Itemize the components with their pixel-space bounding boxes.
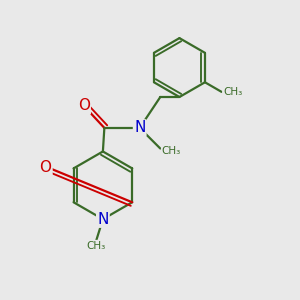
Text: CH₃: CH₃ [223,87,242,97]
Text: N: N [97,212,109,227]
Text: CH₃: CH₃ [86,241,105,251]
Text: N: N [134,120,146,135]
Text: O: O [40,160,52,175]
Text: CH₃: CH₃ [162,146,181,157]
Text: O: O [78,98,90,113]
